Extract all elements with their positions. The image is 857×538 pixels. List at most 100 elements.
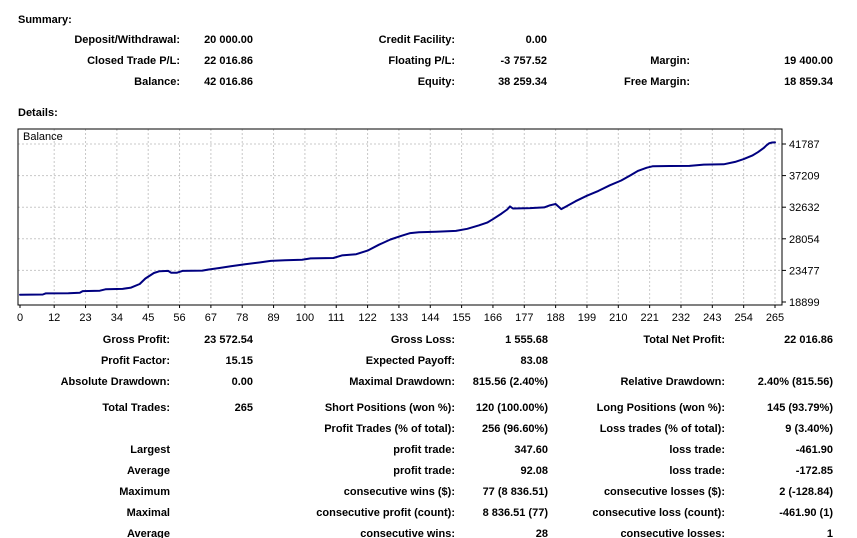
x-axis-label: 67 bbox=[205, 312, 217, 324]
stat-label: Maximal Drawdown: bbox=[349, 376, 455, 388]
stat-label: Equity: bbox=[417, 76, 455, 88]
stat-label: consecutive profit (count): bbox=[316, 507, 455, 519]
chart-legend: Balance bbox=[23, 131, 63, 143]
stat-value bbox=[170, 524, 253, 538]
stat-label: consecutive loss (count): bbox=[592, 507, 725, 519]
x-axis-label: 254 bbox=[734, 312, 752, 324]
summary-heading: Summary: bbox=[18, 14, 72, 26]
x-axis-label: 155 bbox=[452, 312, 470, 324]
x-axis-label: 210 bbox=[609, 312, 627, 324]
stat-value: 815.56 (2.40%) bbox=[472, 376, 548, 388]
stat-value: 2.40% (815.56) bbox=[757, 376, 833, 388]
summary-table: Deposit/Withdrawal: 20 000.00 Credit Facil… bbox=[0, 30, 833, 93]
stat-label: profit trade: bbox=[393, 444, 455, 456]
chart-border bbox=[17, 128, 783, 306]
x-axis-label: 122 bbox=[358, 312, 376, 324]
stat-value: 256 (96.60%) bbox=[481, 423, 548, 435]
stat-label: Long Positions (won %): bbox=[596, 402, 725, 414]
x-axis-label: 177 bbox=[515, 312, 533, 324]
x-axis-label: 221 bbox=[640, 312, 658, 324]
stat-label: consecutive losses: bbox=[620, 528, 725, 538]
stat-label: Free Margin: bbox=[623, 76, 690, 88]
x-axis-label: 89 bbox=[267, 312, 279, 324]
y-axis-label: 28054 bbox=[789, 234, 820, 246]
y-axis-label: 41787 bbox=[789, 139, 820, 151]
x-axis-label: 45 bbox=[142, 312, 154, 324]
stat-value bbox=[170, 440, 253, 461]
stat-label: Credit Facility: bbox=[378, 34, 455, 46]
stat-label: loss trade: bbox=[669, 444, 725, 456]
statistics-table-trades: Total Trades: 265 Short Positions (won %):… bbox=[0, 398, 833, 538]
details-heading: Details: bbox=[18, 107, 58, 119]
stat-value: 77 (8 836.51) bbox=[482, 486, 548, 498]
stat-value: -461.90 (1) bbox=[779, 507, 833, 519]
stat-value: 2 (-128.84) bbox=[779, 486, 833, 498]
balance-curve bbox=[19, 141, 776, 296]
stat-label: Margin: bbox=[650, 55, 690, 67]
stat-value: 20 000.00 bbox=[204, 34, 253, 46]
stat-label: Balance: bbox=[134, 76, 180, 88]
x-axis-label: 243 bbox=[703, 312, 721, 324]
stat-label: loss trade: bbox=[669, 465, 725, 477]
stat-value bbox=[690, 30, 833, 51]
stat-label bbox=[548, 351, 725, 372]
y-axis-label: 37209 bbox=[789, 171, 820, 183]
stat-label: consecutive wins: bbox=[360, 528, 455, 538]
x-axis-label: 12 bbox=[48, 312, 60, 324]
stat-label: Profit Trades (% of total): bbox=[324, 423, 455, 435]
stat-label bbox=[0, 419, 170, 440]
stat-value: 1 555.68 bbox=[505, 334, 548, 346]
stat-label: Absolute Drawdown: bbox=[60, 376, 170, 388]
stat-value: 9 (3.40%) bbox=[785, 423, 833, 435]
x-axis-label: 199 bbox=[578, 312, 596, 324]
y-axis-label: 18899 bbox=[789, 297, 820, 309]
stat-value: 92.08 bbox=[520, 465, 548, 477]
x-axis-label: 56 bbox=[173, 312, 185, 324]
x-axis-label: 23 bbox=[79, 312, 91, 324]
statistics-table-profit: Gross Profit: 23 572.54 Gross Loss: 1 555.6… bbox=[0, 330, 833, 393]
stat-label: Maximum bbox=[119, 486, 170, 498]
stat-value: 15.15 bbox=[225, 355, 253, 367]
stat-value: 347.60 bbox=[514, 444, 548, 456]
stat-value: 83.08 bbox=[520, 355, 548, 367]
stat-value: 19 400.00 bbox=[784, 55, 833, 67]
stat-label: Gross Profit: bbox=[102, 334, 170, 346]
x-axis-label: 133 bbox=[390, 312, 408, 324]
stat-label: consecutive wins ($): bbox=[343, 486, 455, 498]
x-axis-label: 100 bbox=[296, 312, 314, 324]
x-axis-label: 34 bbox=[111, 312, 123, 324]
stat-value: 23 572.54 bbox=[204, 334, 253, 346]
x-axis-label: 111 bbox=[328, 312, 345, 324]
stat-value: 265 bbox=[234, 402, 253, 414]
y-axis-label: 32632 bbox=[789, 202, 820, 214]
stat-label: Deposit/Withdrawal: bbox=[74, 34, 180, 46]
stat-value: 22 016.86 bbox=[204, 55, 253, 67]
stat-label: Short Positions (won %): bbox=[324, 402, 455, 414]
stat-label: Total Trades: bbox=[102, 402, 170, 414]
stat-value: -461.90 bbox=[795, 444, 833, 456]
x-axis-label: 265 bbox=[766, 312, 784, 324]
stat-value: 38 259.34 bbox=[498, 76, 547, 88]
stat-value: 0.00 bbox=[525, 34, 547, 46]
stat-label: Maximal bbox=[126, 507, 170, 519]
stat-label: Loss trades (% of total): bbox=[599, 423, 725, 435]
stat-label: Gross Loss: bbox=[390, 334, 455, 346]
stat-value bbox=[170, 419, 253, 440]
stat-value bbox=[725, 351, 833, 372]
stat-label: Relative Drawdown: bbox=[620, 376, 725, 388]
stat-value: 18 859.34 bbox=[784, 76, 833, 88]
stat-label: consecutive losses ($): bbox=[603, 486, 725, 498]
stat-value bbox=[170, 482, 253, 503]
stat-label: Largest bbox=[130, 444, 170, 456]
x-axis-label: 232 bbox=[672, 312, 690, 324]
y-axis-label: 23477 bbox=[789, 265, 820, 277]
stat-label: Floating P/L: bbox=[388, 55, 455, 67]
stat-label: Expected Payoff: bbox=[365, 355, 455, 367]
stat-label bbox=[547, 30, 690, 51]
stat-value: 22 016.86 bbox=[784, 334, 833, 346]
stat-label: Total Net Profit: bbox=[643, 334, 725, 346]
stat-label: profit trade: bbox=[393, 465, 455, 477]
stat-value: 0.00 bbox=[231, 376, 253, 388]
stat-value: 42 016.86 bbox=[204, 76, 253, 88]
